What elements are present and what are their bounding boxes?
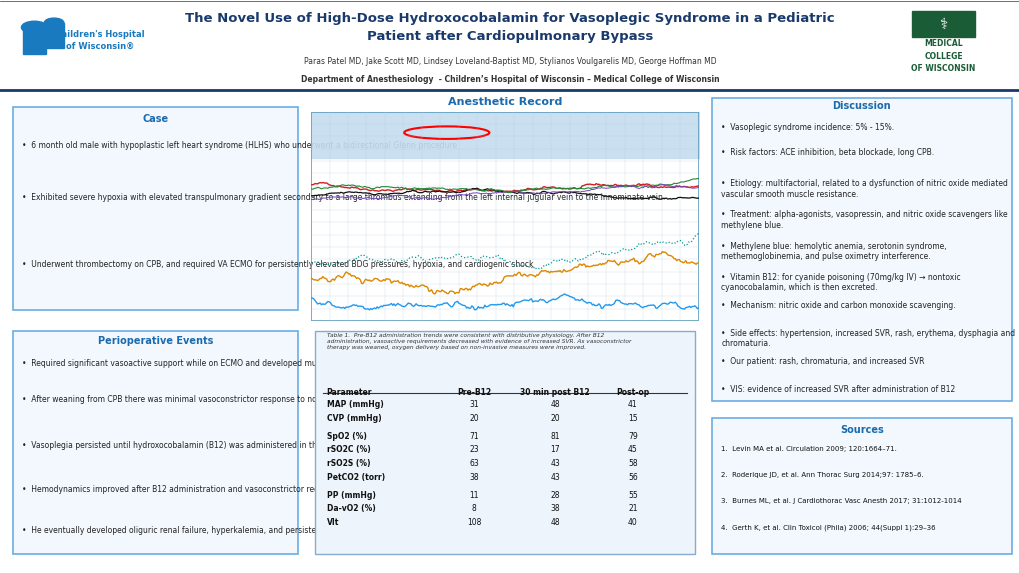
Text: Pre-B12: Pre-B12: [457, 388, 490, 398]
Text: 3.  Burnes ML, et al. J Cardiothorac Vasc Anesth 2017; 31:1012-1014: 3. Burnes ML, et al. J Cardiothorac Vasc…: [720, 499, 961, 504]
Text: •  Mechanism: nitric oxide and carbon monoxide scavenging.: • Mechanism: nitric oxide and carbon mon…: [720, 301, 955, 310]
Text: 21: 21: [628, 504, 637, 513]
Circle shape: [21, 21, 48, 34]
Text: •  Our patient: rash, chromaturia, and increased SVR: • Our patient: rash, chromaturia, and in…: [720, 357, 924, 366]
Text: 17: 17: [550, 445, 559, 454]
Text: •  6 month old male with hypoplastic left heart syndrome (HLHS) who underwent a : • 6 month old male with hypoplastic left…: [21, 141, 457, 150]
Text: Da-vO2 (%): Da-vO2 (%): [326, 504, 375, 513]
Text: Perioperative Events: Perioperative Events: [98, 336, 213, 346]
Text: 79: 79: [628, 431, 637, 441]
Text: PetCO2 (torr): PetCO2 (torr): [326, 473, 384, 482]
Text: 30 min post B12: 30 min post B12: [520, 388, 590, 398]
Text: CVP (mmHg): CVP (mmHg): [326, 414, 381, 423]
Text: •  He eventually developed oliguric renal failure, hyperkalemia, and persistent : • He eventually developed oliguric renal…: [21, 526, 397, 535]
Text: 81: 81: [550, 431, 559, 441]
Text: rSO2C (%): rSO2C (%): [326, 445, 370, 454]
Text: MEDICAL
COLLEGE
OF WISCONSIN: MEDICAL COLLEGE OF WISCONSIN: [910, 39, 975, 73]
Text: 48: 48: [550, 400, 559, 409]
Bar: [23, 28, 46, 54]
Text: •  Treatment: alpha-agonists, vasopressin, and nitric oxide scavengers like meth: • Treatment: alpha-agonists, vasopressin…: [720, 210, 1007, 230]
Text: •  Vasoplegic syndrome incidence: 5% - 15%.: • Vasoplegic syndrome incidence: 5% - 15…: [720, 123, 894, 132]
Text: Case: Case: [143, 113, 168, 124]
Text: 43: 43: [550, 473, 559, 482]
Text: 38: 38: [550, 504, 559, 513]
Circle shape: [44, 18, 64, 28]
Text: Patient after Cardiopulmonary Bypass: Patient after Cardiopulmonary Bypass: [367, 30, 652, 43]
Text: 8: 8: [471, 504, 476, 513]
Text: 23: 23: [469, 445, 478, 454]
Text: •  Side effects: hypertension, increased SVR, rash, erythema, dysphagia and chro: • Side effects: hypertension, increased …: [720, 329, 1014, 348]
Text: Children's Hospital
of Wisconsin®: Children's Hospital of Wisconsin®: [55, 30, 145, 51]
Text: •  VIS: evidence of increased SVR after administration of B12: • VIS: evidence of increased SVR after a…: [720, 385, 955, 394]
Text: Anesthetic Record: Anesthetic Record: [447, 97, 561, 107]
Text: •  Required significant vasoactive support while on ECMO and developed multiorga: • Required significant vasoactive suppor…: [21, 359, 404, 368]
Text: 1.  Levin MA et al. Circulation 2009; 120:1664–71.: 1. Levin MA et al. Circulation 2009; 120…: [720, 446, 896, 452]
FancyBboxPatch shape: [711, 418, 1011, 555]
Text: •  Exhibited severe hypoxia with elevated transpulmonary gradient secondary to a: • Exhibited severe hypoxia with elevated…: [21, 193, 664, 202]
Text: Paras Patel MD, Jake Scott MD, Lindsey Loveland-Baptist MD, Stylianos Voulgareli: Paras Patel MD, Jake Scott MD, Lindsey L…: [304, 57, 715, 66]
Text: 41: 41: [628, 400, 637, 409]
Text: 48: 48: [550, 518, 559, 527]
Text: 31: 31: [469, 400, 478, 409]
Text: 58: 58: [628, 459, 637, 468]
Text: 56: 56: [628, 473, 637, 482]
Text: 28: 28: [550, 490, 559, 500]
Text: Department of Anesthesiology  - Children’s Hospital of Wisconsin – Medical Colle: Department of Anesthesiology - Children’…: [301, 75, 718, 84]
Text: Sources: Sources: [840, 425, 882, 435]
Text: PP (mmHg): PP (mmHg): [326, 490, 375, 500]
Text: 20: 20: [550, 414, 559, 423]
FancyBboxPatch shape: [13, 107, 298, 310]
Text: 38: 38: [469, 473, 478, 482]
Text: VIt: VIt: [326, 518, 338, 527]
FancyBboxPatch shape: [13, 331, 298, 554]
Text: 108: 108: [467, 518, 481, 527]
Text: 11: 11: [469, 490, 478, 500]
Text: 2.  Roderique JD, et al. Ann Thorac Surg 2014;97: 1785–6.: 2. Roderique JD, et al. Ann Thorac Surg …: [720, 472, 923, 478]
Text: 63: 63: [469, 459, 478, 468]
Text: The Novel Use of High-Dose Hydroxocobalamin for Vasoplegic Syndrome in a Pediatr: The Novel Use of High-Dose Hydroxocobala…: [185, 12, 834, 25]
Text: Post-op: Post-op: [615, 388, 649, 398]
Text: Table 1.  Pre-B12 administration trends were consistent with distributive physio: Table 1. Pre-B12 administration trends w…: [326, 333, 631, 350]
Text: •  Etiology: multifactorial, related to a dysfunction of nitric oxide mediated v: • Etiology: multifactorial, related to a…: [720, 179, 1007, 198]
Text: rSO2S (%): rSO2S (%): [326, 459, 370, 468]
Text: 15: 15: [628, 414, 637, 423]
Text: •  Risk factors: ACE inhibition, beta blockade, long CPB.: • Risk factors: ACE inhibition, beta blo…: [720, 148, 933, 157]
Text: •  Vasoplegia persisted until hydroxocobalamin (B12) was administered in three d: • Vasoplegia persisted until hydroxocoba…: [21, 441, 441, 450]
Text: 71: 71: [469, 431, 478, 441]
Text: 43: 43: [550, 459, 559, 468]
Text: •  After weaning from CPB there was minimal vasoconstrictor response to norepine: • After weaning from CPB there was minim…: [21, 395, 494, 405]
Text: Discussion: Discussion: [832, 101, 891, 111]
Text: ⚕: ⚕: [938, 17, 947, 32]
Bar: [911, 11, 974, 37]
FancyBboxPatch shape: [711, 98, 1011, 401]
Text: •  Underwent thrombectomy on CPB, and required VA ECMO for persistently elevated: • Underwent thrombectomy on CPB, and req…: [21, 260, 533, 269]
FancyBboxPatch shape: [315, 331, 694, 554]
Text: 20: 20: [469, 414, 478, 423]
Text: •  Vitamin B12: for cyanide poisoning (70mg/kg IV) → nontoxic cyanocobalamin, wh: • Vitamin B12: for cyanide poisoning (70…: [720, 273, 960, 292]
Text: SpO2 (%): SpO2 (%): [326, 431, 366, 441]
Bar: [43, 23, 64, 48]
Text: 55: 55: [628, 490, 637, 500]
Text: 4.  Gerth K, et al. Clin Toxicol (Phila) 2006; 44(Suppl 1):29–36: 4. Gerth K, et al. Clin Toxicol (Phila) …: [720, 524, 934, 531]
Text: 45: 45: [628, 445, 637, 454]
Text: 40: 40: [628, 518, 637, 527]
Text: •  Methylene blue: hemolytic anemia, serotonin syndrome, methemoglobinemia, and : • Methylene blue: hemolytic anemia, sero…: [720, 242, 946, 261]
Text: MAP (mmHg): MAP (mmHg): [326, 400, 383, 409]
Text: Parameter: Parameter: [326, 388, 372, 398]
Text: •  Hemodynamics improved after B12 administration and vasoconstrictor requiremen: • Hemodynamics improved after B12 admini…: [21, 485, 455, 494]
